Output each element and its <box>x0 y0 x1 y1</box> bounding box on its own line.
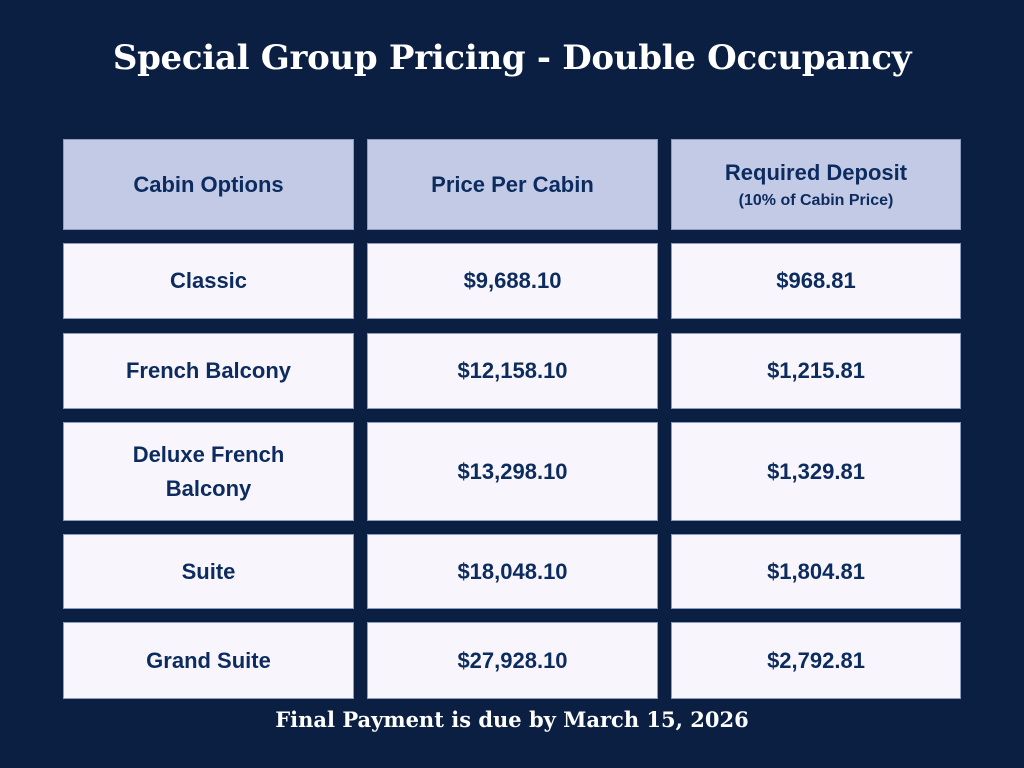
header-price-per-cabin: Price Per Cabin <box>367 139 658 230</box>
table-row-deposit: $1,329.81 <box>671 422 961 521</box>
header-sublabel: (10% of Cabin Price) <box>738 191 894 209</box>
page-title: Special Group Pricing - Double Occupancy <box>112 38 912 78</box>
table-row-cabin: Suite <box>63 534 354 609</box>
header-required-deposit: Required Deposit (10% of Cabin Price) <box>671 139 961 230</box>
header-label: Cabin Options <box>133 171 284 197</box>
table-row-deposit: $1,804.81 <box>671 534 961 609</box>
header-label: Required Deposit <box>724 159 908 185</box>
table-row-price: $27,928.10 <box>367 622 658 699</box>
table-row-price: $12,158.10 <box>367 333 658 409</box>
table-row-deposit: $1,215.81 <box>671 333 961 409</box>
table-row-deposit: $968.81 <box>671 243 961 319</box>
table-row-cabin: French Balcony <box>63 333 354 409</box>
header-label: Price Per Cabin <box>431 171 594 197</box>
table-row-cabin: Grand Suite <box>63 622 354 699</box>
table-row-cabin: Deluxe French Balcony <box>63 422 354 521</box>
table-row-deposit: $2,792.81 <box>671 622 961 699</box>
final-payment-note: Final Payment is due by March 15, 2026 <box>275 707 749 732</box>
table-row-price: $13,298.10 <box>367 422 658 521</box>
table-row-price: $9,688.10 <box>367 243 658 319</box>
table-row-cabin: Classic <box>63 243 354 319</box>
table-row-price: $18,048.10 <box>367 534 658 609</box>
header-cabin-options: Cabin Options <box>63 139 354 230</box>
